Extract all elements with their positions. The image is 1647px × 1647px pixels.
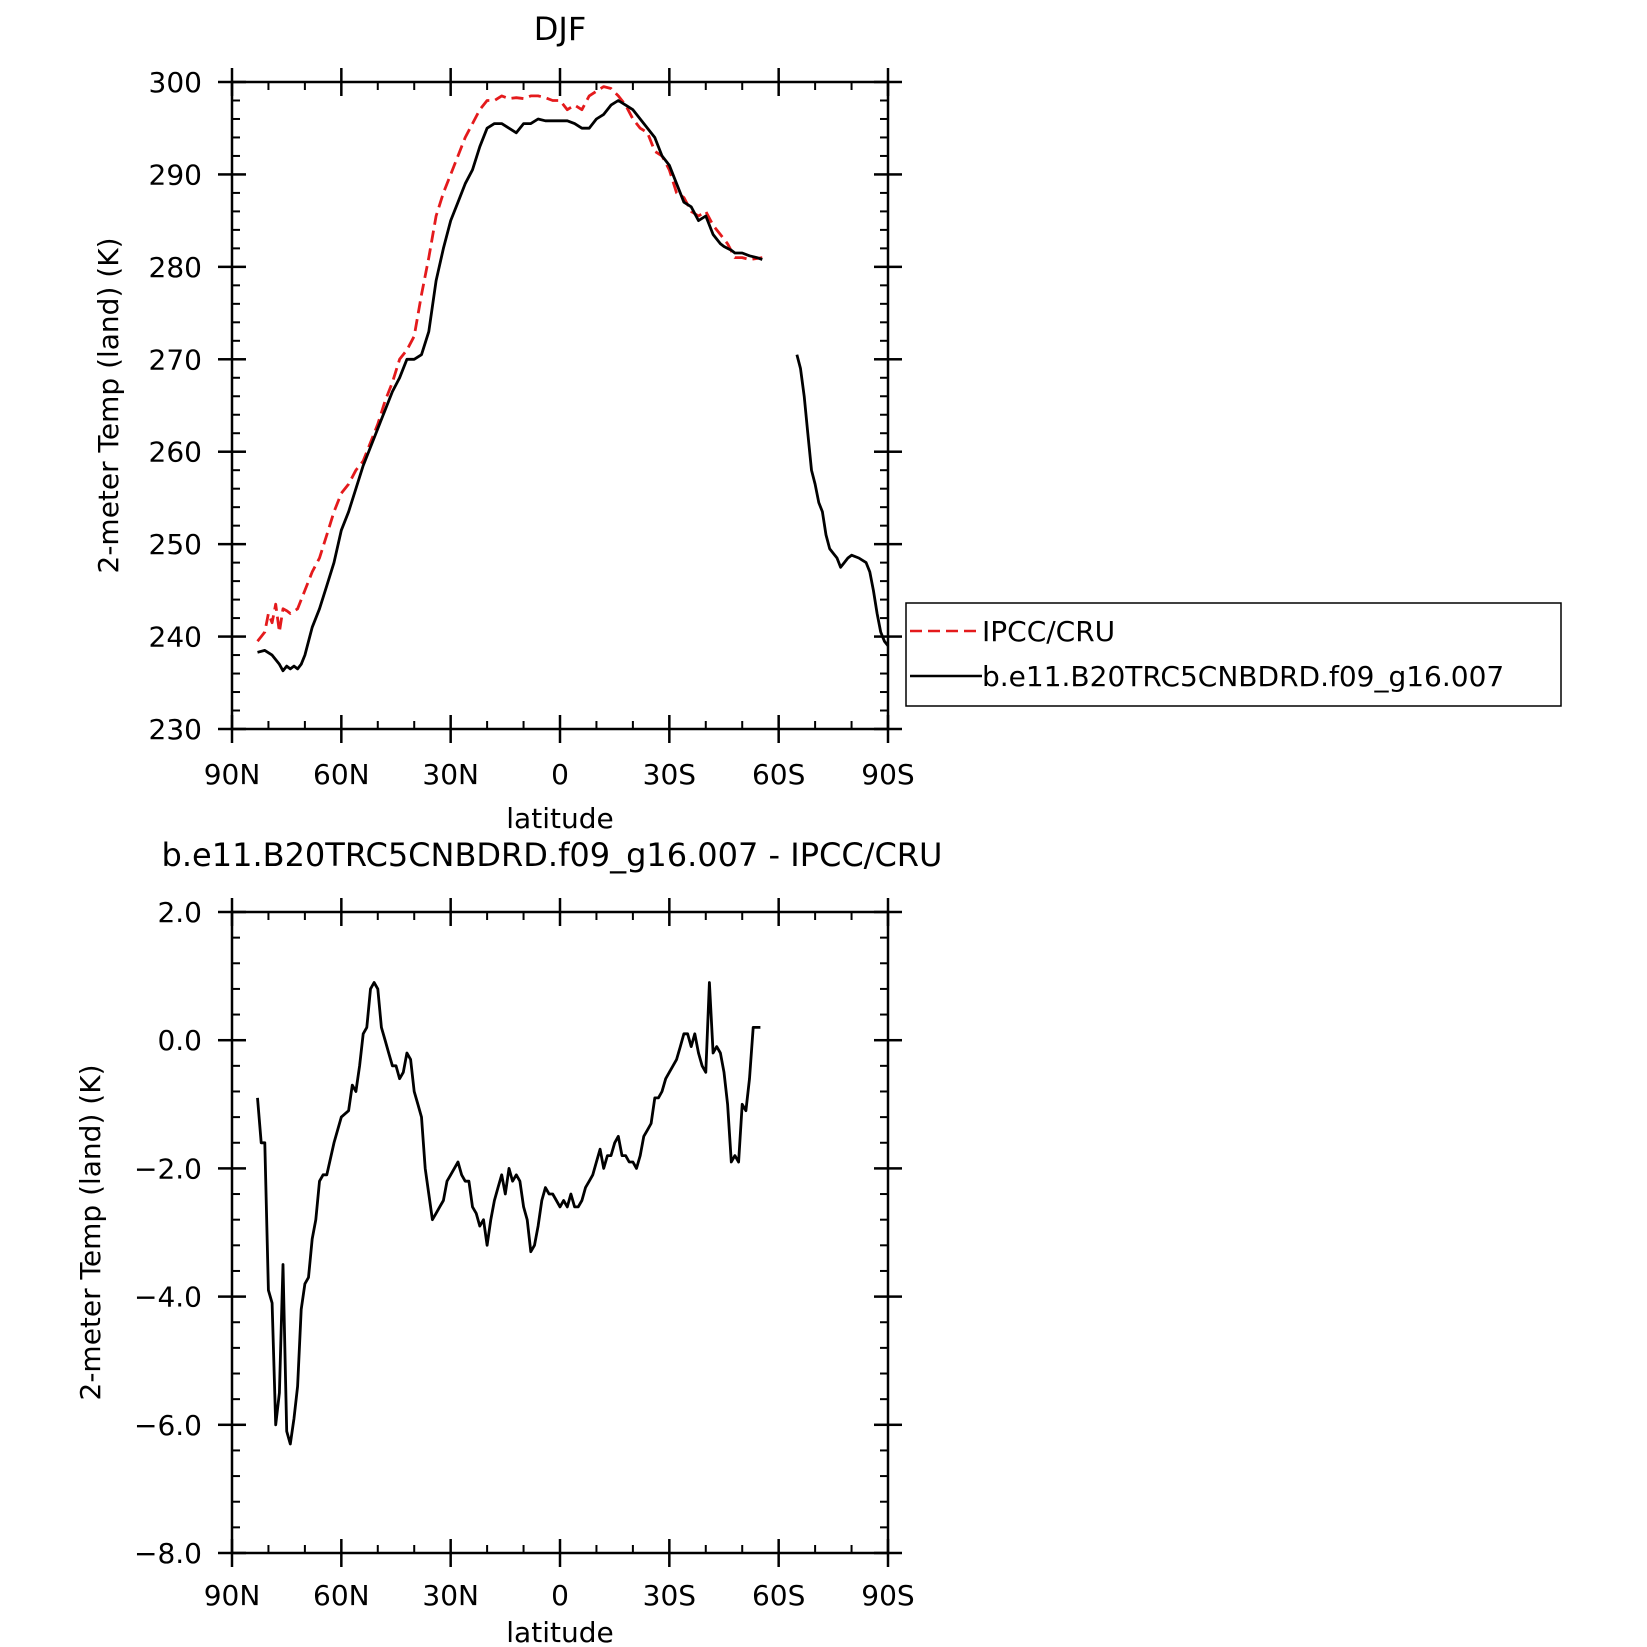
top-panel-ticks: 90N 60N 30N 0 30S 60S 90S 230 240 250 260 270 280 290… bbox=[149, 66, 915, 791]
x-tick-label: 0 bbox=[551, 1579, 569, 1612]
bottom-panel-frame bbox=[230, 910, 890, 1555]
x-tick-label: 30S bbox=[643, 758, 696, 791]
legend-label-model: b.e11.B20TRC5CNBDRD.f09_g16.007 bbox=[982, 660, 1504, 693]
top-panel-frame bbox=[230, 80, 890, 731]
y-tick-label: 270 bbox=[149, 343, 202, 376]
series-line-b-e11-b20trc5cnbdrd-f09-g16-007-segment-2 bbox=[795, 354, 890, 647]
x-tick-label: 60N bbox=[313, 758, 370, 791]
x-tick-label: 0 bbox=[551, 758, 569, 791]
x-tick-label: 90N bbox=[204, 758, 261, 791]
x-tick-label: 60S bbox=[752, 1579, 805, 1612]
top-panel-title: DJF bbox=[534, 10, 586, 48]
bottom-panel-series bbox=[256, 981, 761, 1446]
bottom-panel-ticks: 90N 60N 30N 0 30S 60S 90S −8.0 −6.0 −4.0 −2.0 0.0 2.… bbox=[134, 896, 915, 1612]
difference-line bbox=[256, 981, 761, 1446]
y-tick-label: 240 bbox=[149, 621, 202, 654]
legend-label-ipcc-cru: IPCC/CRU bbox=[982, 615, 1115, 648]
y-tick-label: −6.0 bbox=[134, 1409, 202, 1442]
bottom-panel-title: b.e11.B20TRC5CNBDRD.f09_g16.007 - IPCC/C… bbox=[162, 836, 943, 874]
series-line-b-e11-b20trc5cnbdrd-f09-g16-007-segment-1 bbox=[257, 99, 763, 673]
series-line-ipcc-cru bbox=[256, 85, 763, 643]
top-panel-y-label: 2-meter Temp (land) (K) bbox=[92, 238, 125, 574]
top-panel: DJF 90N 60N 30N 0 30S 60S 90S 230 240 250 260 270 28… bbox=[92, 10, 915, 835]
y-tick-label: 300 bbox=[149, 66, 202, 99]
x-tick-label: 60N bbox=[313, 1579, 370, 1612]
y-tick-label: 2.0 bbox=[157, 896, 202, 929]
y-tick-label: 260 bbox=[149, 436, 202, 469]
x-tick-label: 90S bbox=[861, 1579, 914, 1612]
legend-box bbox=[905, 602, 1562, 707]
x-tick-label: 90S bbox=[861, 758, 914, 791]
bottom-panel-y-label: 2-meter Temp (land) (K) bbox=[74, 1065, 107, 1401]
top-panel-series bbox=[256, 85, 890, 673]
y-tick-label: −8.0 bbox=[134, 1537, 202, 1570]
y-tick-label: 250 bbox=[149, 528, 202, 561]
y-tick-label: −2.0 bbox=[134, 1152, 202, 1185]
y-tick-label: 280 bbox=[149, 251, 202, 284]
top-panel-x-label: latitude bbox=[506, 802, 613, 835]
y-tick-label: 230 bbox=[149, 713, 202, 746]
x-tick-label: 60S bbox=[752, 758, 805, 791]
y-tick-label: −4.0 bbox=[134, 1281, 202, 1314]
legend: IPCC/CRU b.e11.B20TRC5CNBDRD.f09_g16.007 bbox=[905, 602, 1562, 707]
y-tick-label: 0.0 bbox=[157, 1024, 202, 1057]
bottom-panel: b.e11.B20TRC5CNBDRD.f09_g16.007 - IPCC/C… bbox=[74, 836, 942, 1647]
x-tick-label: 30N bbox=[422, 758, 479, 791]
y-tick-label: 290 bbox=[149, 158, 202, 191]
bottom-panel-x-label: latitude bbox=[506, 1616, 613, 1647]
x-tick-label: 90N bbox=[204, 1579, 261, 1612]
x-tick-label: 30N bbox=[422, 1579, 479, 1612]
x-tick-label: 30S bbox=[643, 1579, 696, 1612]
